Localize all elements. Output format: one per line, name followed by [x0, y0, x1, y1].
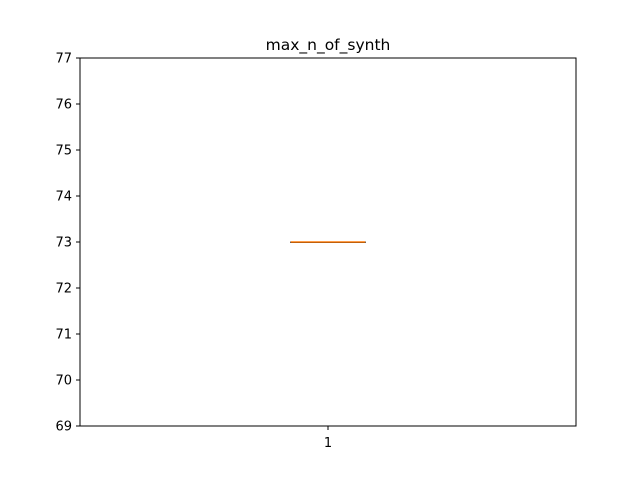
axes-frame — [79, 57, 577, 427]
x-tick-label: 1 — [324, 436, 332, 451]
y-tick-label: 69 — [55, 420, 72, 435]
y-tick-label: 70 — [55, 374, 72, 389]
y-tick-label: 73 — [55, 236, 72, 251]
y-tick-label: 75 — [55, 144, 72, 159]
plot-area: 69 70 71 72 73 74 75 76 77 1 — [55, 52, 366, 451]
y-tick-label: 74 — [55, 190, 72, 205]
y-tick-label: 76 — [55, 98, 72, 113]
chart-title: max_n_of_synth — [266, 36, 391, 55]
y-tick-label: 77 — [55, 52, 72, 67]
y-tick-label: 71 — [55, 328, 72, 343]
y-tick-label: 72 — [55, 282, 72, 297]
